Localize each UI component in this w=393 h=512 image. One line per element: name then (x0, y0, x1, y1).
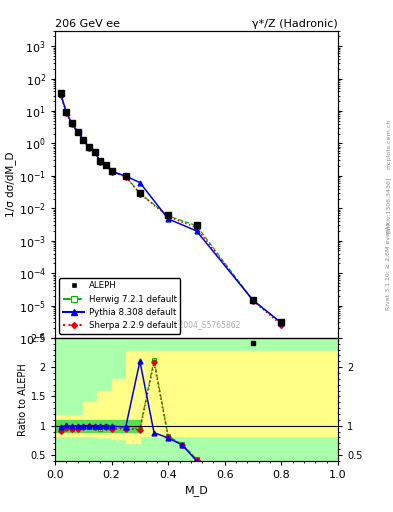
Text: γ*/Z (Hadronic): γ*/Z (Hadronic) (252, 18, 338, 29)
Text: ALEPH_2004_S5765862: ALEPH_2004_S5765862 (151, 319, 242, 329)
Text: Rivet 3.1.10; ≥ 2.6M events: Rivet 3.1.10; ≥ 2.6M events (386, 222, 391, 310)
Text: mcplots.cern.ch: mcplots.cern.ch (386, 118, 391, 168)
Text: 206 GeV ee: 206 GeV ee (55, 18, 120, 29)
Y-axis label: Ratio to ALEPH: Ratio to ALEPH (18, 363, 28, 436)
Text: [arXiv:1306.3436]: [arXiv:1306.3436] (386, 177, 391, 233)
Y-axis label: 1/σ dσ/dM_D: 1/σ dσ/dM_D (5, 152, 16, 217)
Legend: ALEPH, Herwig 7.2.1 default, Pythia 8.308 default, Sherpa 2.2.9 default: ALEPH, Herwig 7.2.1 default, Pythia 8.30… (59, 278, 180, 334)
X-axis label: M_D: M_D (185, 485, 208, 496)
